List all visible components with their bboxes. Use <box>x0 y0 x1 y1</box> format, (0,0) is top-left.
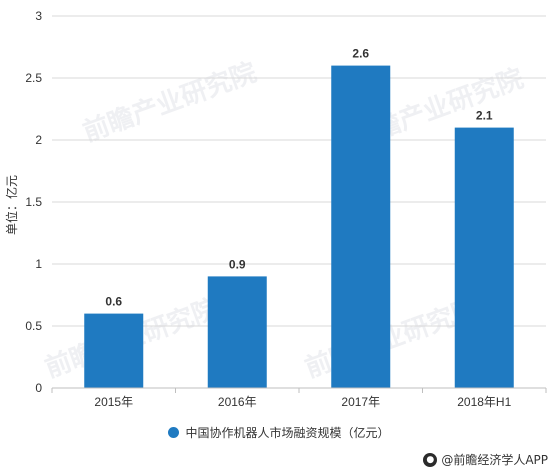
x-tick-label: 2016年 <box>218 395 257 409</box>
axes <box>51 387 547 393</box>
y-tick-label: 2 <box>35 133 42 147</box>
y-tick-label: 3 <box>35 9 42 23</box>
data-label: 0.6 <box>105 295 122 309</box>
legend-label: 中国协作机器人市场融资规模（亿元） <box>185 426 390 440</box>
bar <box>454 127 514 388</box>
bar <box>84 313 144 388</box>
bar <box>207 276 267 388</box>
wechat-icon: ● <box>423 452 438 467</box>
y-tick-label: 2.5 <box>25 71 42 85</box>
legend: 中国协作机器人市场融资规模（亿元） <box>0 424 558 441</box>
x-tick-label: 2017年 <box>341 395 380 409</box>
x-tick-label: 2015年 <box>94 395 133 409</box>
source-text: @前瞻经济学人APP <box>441 453 548 467</box>
source-note: ● @前瞻经济学人APP <box>423 451 548 468</box>
data-label: 2.6 <box>352 47 369 61</box>
bar <box>331 65 391 388</box>
legend-marker <box>168 427 180 438</box>
data-label: 0.9 <box>229 257 246 271</box>
y-tick-label: 1.5 <box>25 195 42 209</box>
y-tick-label: 0 <box>35 381 42 395</box>
labels: 0 0.5 1 1.5 2 2.5 3 2015年 0.6 2016年 0.9 2017年 2.6 201… <box>25 9 511 409</box>
bars <box>84 65 514 388</box>
data-label: 2.1 <box>476 109 493 123</box>
x-tick-label: 2018年H1 <box>457 395 511 409</box>
y-tick-label: 1 <box>35 257 42 271</box>
y-tick-label: 0.5 <box>25 319 42 333</box>
y-axis-label: 单位：亿元 <box>4 175 19 235</box>
